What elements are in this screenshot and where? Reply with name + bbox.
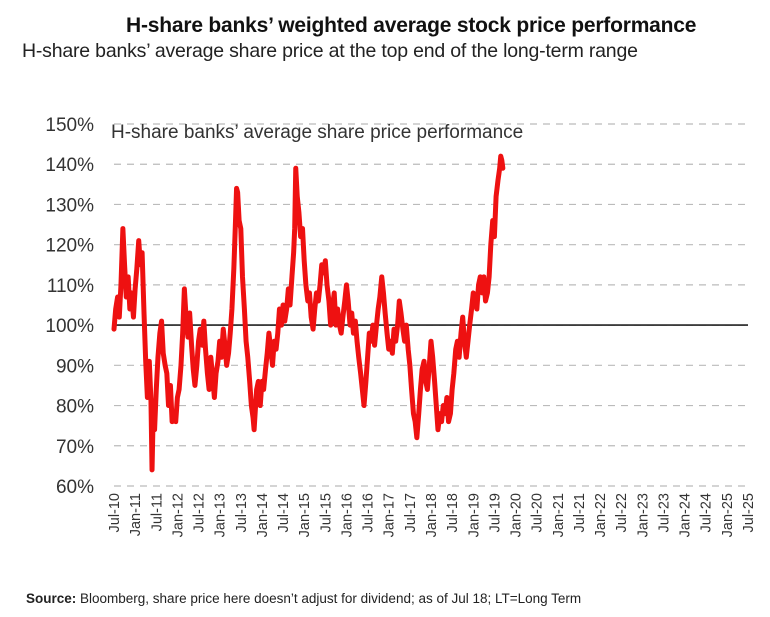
x-tick-label: Jul-23 [656,493,672,533]
x-tick-label: Jan-11 [128,493,144,536]
x-tick-label: Jan-23 [635,493,651,537]
y-tick-label: 100% [45,316,94,337]
y-tick-label: 60% [56,477,94,498]
x-tick-label: Jul-12 [192,493,208,533]
x-tick-label: Jul-17 [403,493,419,533]
chart-subtitle: H-share banks’ average share price at th… [22,40,638,62]
series-line [111,153,506,473]
x-tick-label: Jan-14 [255,493,271,537]
y-tick-label: 120% [45,236,94,257]
x-tick-label: Jul-13 [234,493,250,533]
x-tick-label: Jul-19 [487,493,503,532]
x-tick-label: Jan-12 [170,493,186,537]
grid-lines [114,123,748,487]
x-tick-label: Jul-24 [699,493,715,533]
x-tick-label: Jul-15 [318,493,334,533]
x-tick-label: Jan-18 [424,493,440,537]
x-tick-label: Jul-18 [445,493,461,533]
x-tick-label: Jul-21 [572,493,588,533]
source-note: Source: Bloomberg, share price here does… [26,591,581,606]
y-tick-label: 70% [56,437,94,458]
chart-inner-title: H-share banks’ average share price perfo… [111,122,523,143]
y-tick-label: 140% [45,155,94,176]
x-tick-label: Jul-16 [361,493,377,533]
x-tick-label: Jan-17 [382,493,398,537]
x-tick-label: Jul-25 [741,493,757,533]
y-tick-label: 90% [56,356,94,377]
x-tick-label: Jul-11 [149,493,165,531]
x-tick-label: Jul-10 [107,493,123,533]
x-tick-label: Jul-22 [614,493,630,533]
x-tick-label: Jan-13 [213,493,229,537]
x-tick-label: Jan-16 [339,493,355,537]
y-axis: 60% 70% 80% 90% 100% 110% 120% 130% 140% 150% [45,115,94,498]
y-tick-label: 110% [47,276,94,297]
y-tick-label: 80% [56,397,94,418]
x-tick-label: Jul-14 [276,493,292,533]
x-tick-label: Jan-19 [466,493,482,537]
y-tick-label: 130% [45,195,94,216]
source-label: Source: [26,591,77,606]
x-tick-label: Jul-20 [530,493,546,533]
x-tick-label: Jan-15 [297,493,313,537]
x-tick-label: Jan-24 [678,493,694,537]
source-text: Bloomberg, share price here doesn’t adju… [76,591,582,606]
x-tick-label: Jan-20 [509,493,525,537]
series-layer [111,153,506,473]
chart-title: H-share banks’ weighted average stock pr… [126,14,697,37]
x-tick-label: Jan-25 [720,493,736,537]
x-tick-label: Jan-22 [593,493,609,537]
x-axis: Jul-10 Jan-11 Jul-11 Jan-12 Jul-12 Jan-13 Jul-… [107,493,757,537]
y-tick-label: 150% [45,115,94,136]
x-tick-label: Jan-21 [551,493,567,537]
